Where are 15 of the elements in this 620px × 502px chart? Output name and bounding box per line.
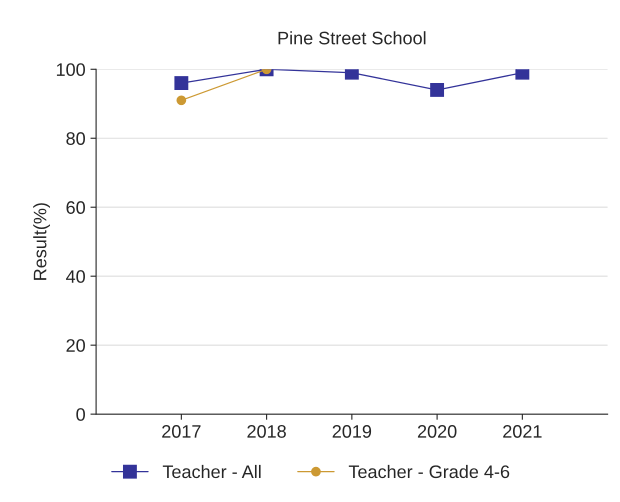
chart-title: Pine Street School (278, 31, 426, 44)
x-tick-label: 2020 (418, 425, 456, 438)
y-tick-label: 80 (66, 132, 85, 145)
y-tick-label: 40 (66, 270, 85, 283)
legend-label: Teacher - All (162, 464, 261, 478)
x-tick-label: 2019 (332, 425, 372, 438)
y-tick-label: 100 (56, 63, 85, 76)
y-axis-title: Result(%) (33, 203, 50, 280)
x-tick-label: 2021 (503, 425, 542, 438)
y-tick-label: 60 (66, 201, 85, 214)
y-tick-label: 20 (66, 339, 85, 352)
legend-label: Teacher - Grade 4-6 (348, 464, 510, 478)
x-tick-label: 2017 (162, 425, 201, 438)
x-tick-label: 2018 (247, 425, 286, 438)
y-tick-label: 0 (76, 408, 85, 421)
